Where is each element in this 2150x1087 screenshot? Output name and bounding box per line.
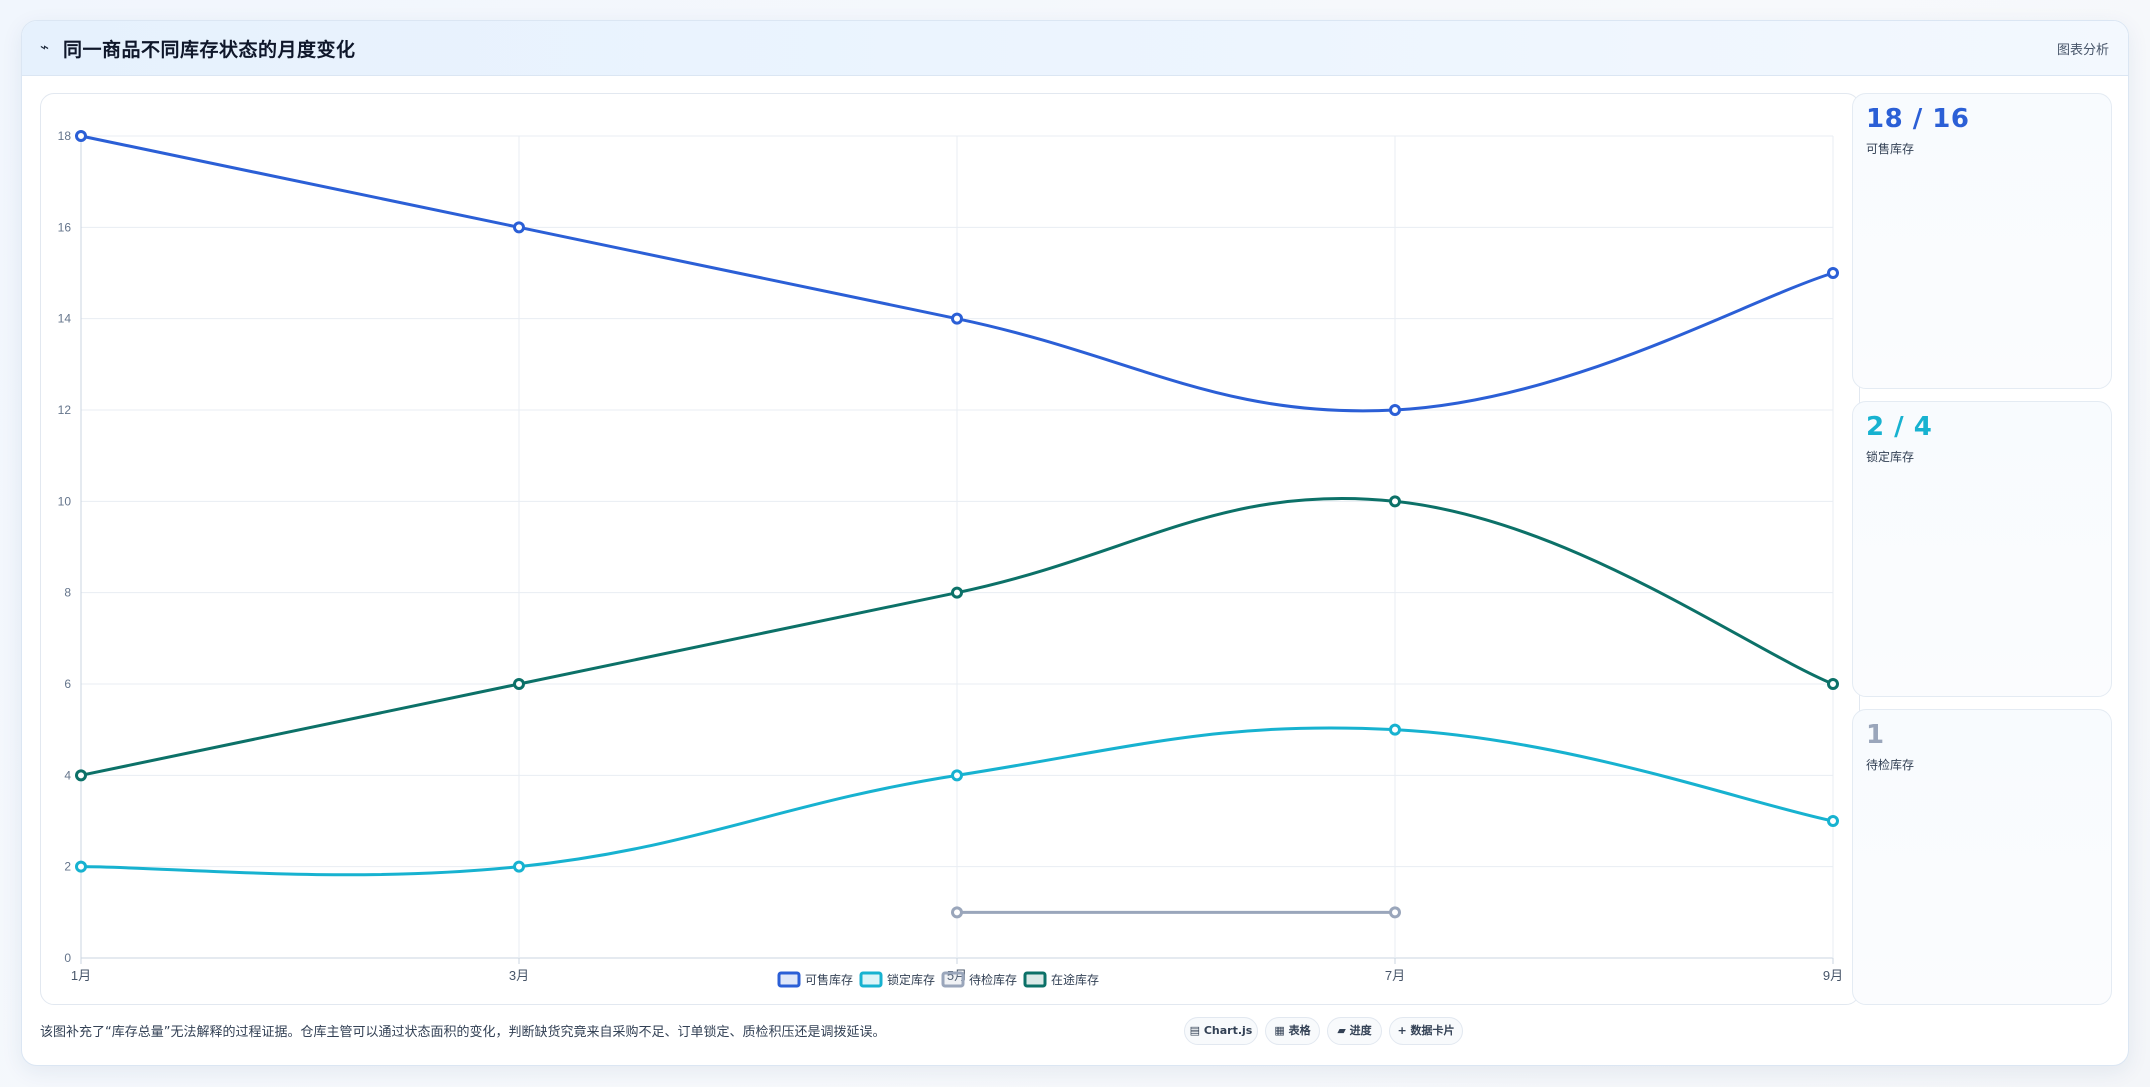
chart-title: 同一商品不同库存状态的月度变化 [63,39,356,61]
x-tick-label: 7月 [1385,968,1405,983]
summary-card-available: 18 / 16 可售库存 [1852,93,2112,389]
y-tick-label: 4 [64,768,71,782]
summary-label: 待检库存 [1866,758,1915,772]
y-tick-label: 0 [64,951,71,965]
y-tick-label: 10 [58,494,72,508]
data-point [1389,723,1401,736]
data-point [513,221,525,234]
summary-card-inspection: 1 待检库存 [1852,709,2112,1005]
y-tick-label: 14 [58,312,72,326]
x-tick-label: 3月 [509,968,529,983]
y-tick-label: 6 [64,677,71,691]
data-point [1827,678,1839,690]
legend-label: 待检库存 [969,972,1017,987]
y-tick-label: 12 [58,403,72,417]
data-point [75,130,87,142]
data-point [75,860,87,873]
chip-chartjs[interactable]: ▤ Chart.js [1184,1017,1258,1045]
legend-swatch [777,971,801,988]
data-point [513,678,525,690]
data-point [513,860,525,873]
data-point [951,312,963,325]
chip-progress[interactable]: ▰ 进度 [1327,1017,1382,1045]
data-point [1389,404,1401,416]
chart-analysis-label: 图表分析 [2056,43,2109,58]
line-chart-icon: ⌁ [40,38,50,56]
chip-table[interactable]: ▦ 表格 [1265,1017,1320,1045]
summary-label: 可售库存 [1866,142,1915,156]
legend-label: 在途库存 [1051,972,1099,987]
chip-data-card[interactable]: + 数据卡片 [1389,1017,1463,1045]
summary-value: 18 / 16 [1866,104,1970,134]
data-point [1827,815,1839,827]
summary-value: 1 [1866,720,1885,750]
legend-swatch [859,971,883,988]
data-point [1827,267,1839,279]
legend-label: 可售库存 [805,972,853,987]
chart-card: ⌁ 同一商品不同库存状态的月度变化 图表分析 0 2 4 6 8 10 12 14 16 18 1月… [21,20,2129,1066]
x-tick-label: 9月 [1823,968,1843,983]
summary-label: 锁定库存 [1866,450,1915,464]
data-point [951,586,963,599]
legend-swatch [1023,971,1047,988]
data-point [1389,906,1401,919]
legend-swatch [941,971,965,988]
summary-value: 2 / 4 [1866,412,1933,442]
chart-footnote: 该图补充了“库存总量”无法解释的过程证据。仓库主管可以通过状态面积的变化，判断缺… [40,1025,886,1040]
y-tick-label: 8 [64,586,71,600]
chart-panel: 0 2 4 6 8 10 12 14 16 18 1月 3月 5月 7月 9月 可售库存 锁定库存 待检库存 在途库… [40,93,1860,1005]
data-point [75,769,87,782]
x-tick-label: 1月 [71,968,91,983]
summary-card-locked: 2 / 4 锁定库存 [1852,401,2112,697]
data-point [951,769,963,782]
legend-label: 锁定库存 [887,972,935,987]
data-point [1389,495,1401,508]
y-tick-label: 18 [58,129,72,143]
data-point [951,906,963,919]
card-header: ⌁ 同一商品不同库存状态的月度变化 图表分析 [22,21,2128,76]
y-tick-label: 2 [64,860,71,874]
y-tick-label: 16 [58,220,72,234]
